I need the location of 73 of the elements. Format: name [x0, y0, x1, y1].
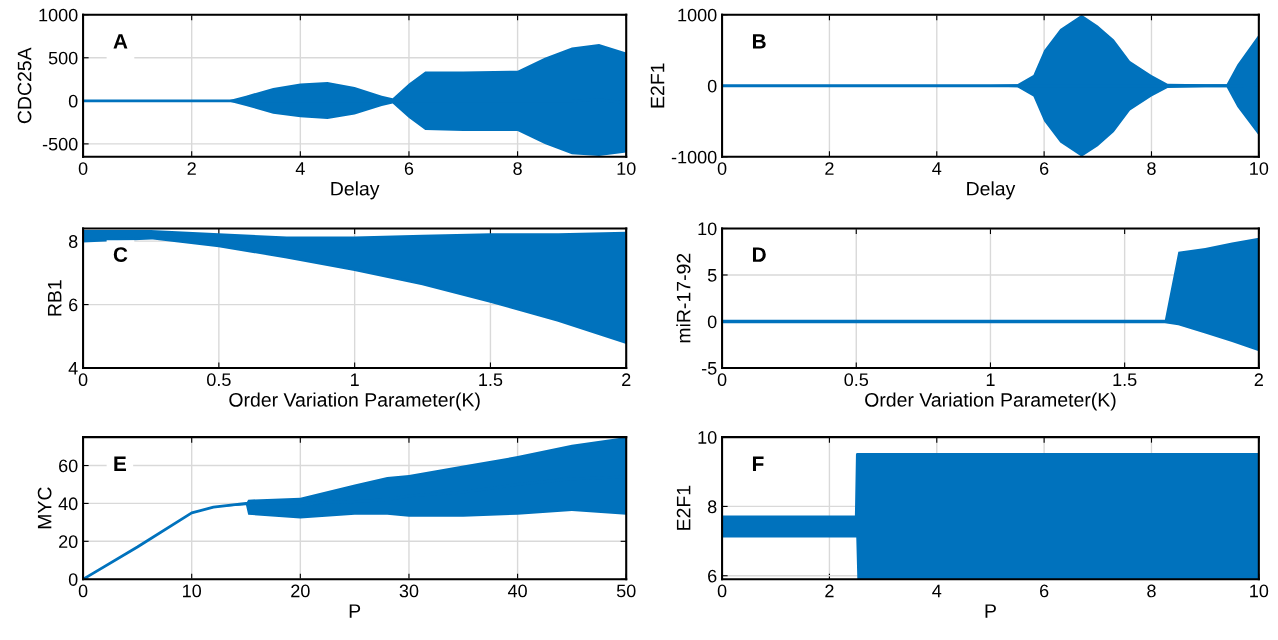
x-axis-title: Delay — [331, 181, 380, 200]
x-tick-label: 0 — [78, 162, 88, 175]
x-tick-label: 0 — [717, 373, 727, 387]
x-tick-label: 2 — [825, 584, 834, 598]
y-axis-title: CDC25A — [17, 47, 32, 124]
x-axis-title: Order Variation Parameter(K) — [865, 392, 1116, 411]
y-axis-title: MYC — [37, 487, 52, 529]
x-tick-label: 8 — [513, 162, 522, 175]
x-tick-label: 0.5 — [207, 373, 231, 387]
y-tick-label: -5 — [701, 362, 717, 375]
x-tick-label: 6 — [1040, 162, 1049, 175]
y-tick-label: 4 — [68, 362, 78, 375]
x-tick-label: 10 — [1250, 584, 1269, 598]
y-tick-label: 0 — [707, 315, 717, 329]
y-tick-label: -500 — [42, 137, 78, 151]
x-tick-label: 20 — [291, 584, 310, 598]
x-tick-label: 2 — [1254, 373, 1263, 386]
x-axis-title: P — [985, 604, 996, 618]
x-tick-label: 10 — [183, 584, 202, 598]
y-tick-label: 500 — [48, 51, 78, 65]
x-tick-label: 2 — [187, 162, 196, 175]
x-tick-label: 10 — [617, 162, 636, 175]
x-tick-label: 1 — [986, 373, 995, 386]
x-axis-title: Order Variation Parameter(K) — [229, 392, 480, 411]
y-tick-label: 0 — [68, 573, 78, 586]
annotation: E — [114, 456, 127, 471]
x-tick-label: 40 — [507, 584, 527, 598]
y-tick-label: 0 — [707, 79, 717, 93]
x-tick-label: 0 — [78, 373, 88, 387]
y-tick-label: 6 — [708, 569, 717, 583]
y-tick-label: 1000 — [678, 8, 717, 22]
y-tick-label: 0 — [68, 94, 78, 108]
y-axis-title: E2F1 — [650, 63, 665, 108]
x-tick-label: 4 — [932, 584, 942, 598]
x-tick-label: 6 — [1040, 584, 1049, 598]
x-tick-label: 0 — [717, 584, 727, 598]
y-tick-label: 10 — [698, 431, 717, 444]
x-tick-label: 2 — [622, 373, 631, 386]
x-axis-title: Delay — [967, 181, 1016, 200]
x-tick-label: 30 — [399, 584, 419, 598]
x-tick-label: 50 — [616, 584, 636, 598]
y-axis-title: miR-17-92 — [676, 253, 691, 343]
y-tick-label: 8 — [707, 500, 717, 514]
x-tick-label: 8 — [1147, 584, 1156, 598]
x-tick-label: 0.5 — [844, 373, 869, 387]
annotation: F — [752, 456, 764, 471]
y-tick-label: 6 — [69, 298, 78, 312]
y-tick-label: 20 — [59, 535, 78, 549]
x-tick-label: 1.5 — [1113, 373, 1137, 387]
annotation: D — [752, 247, 766, 262]
y-axis-title: RB1 — [47, 280, 62, 316]
annotation: A — [113, 34, 128, 49]
x-tick-label: 2 — [825, 162, 834, 175]
x-tick-label: 0 — [78, 584, 88, 598]
x-tick-label: 4 — [295, 162, 305, 175]
y-tick-label: 60 — [59, 459, 78, 473]
x-tick-label: 4 — [932, 162, 942, 175]
y-tick-label: 8 — [68, 235, 78, 248]
x-tick-label: 6 — [404, 162, 414, 175]
annotation: C — [113, 247, 128, 262]
y-tick-label: 5 — [707, 269, 717, 282]
y-tick-label: 10 — [698, 222, 717, 236]
y-tick-label: 40 — [58, 497, 78, 511]
annotation: B — [752, 34, 766, 49]
y-tick-label: 1000 — [39, 8, 78, 22]
x-tick-label: 0 — [717, 162, 727, 175]
y-tick-label: -1000 — [671, 150, 717, 164]
x-axis-title: P — [349, 604, 361, 618]
y-axis-title: E2F1 — [676, 485, 691, 530]
x-tick-label: 8 — [1147, 162, 1156, 175]
x-tick-label: 1.5 — [479, 373, 503, 387]
x-tick-label: 1 — [351, 373, 359, 386]
x-tick-label: 10 — [1250, 162, 1269, 175]
